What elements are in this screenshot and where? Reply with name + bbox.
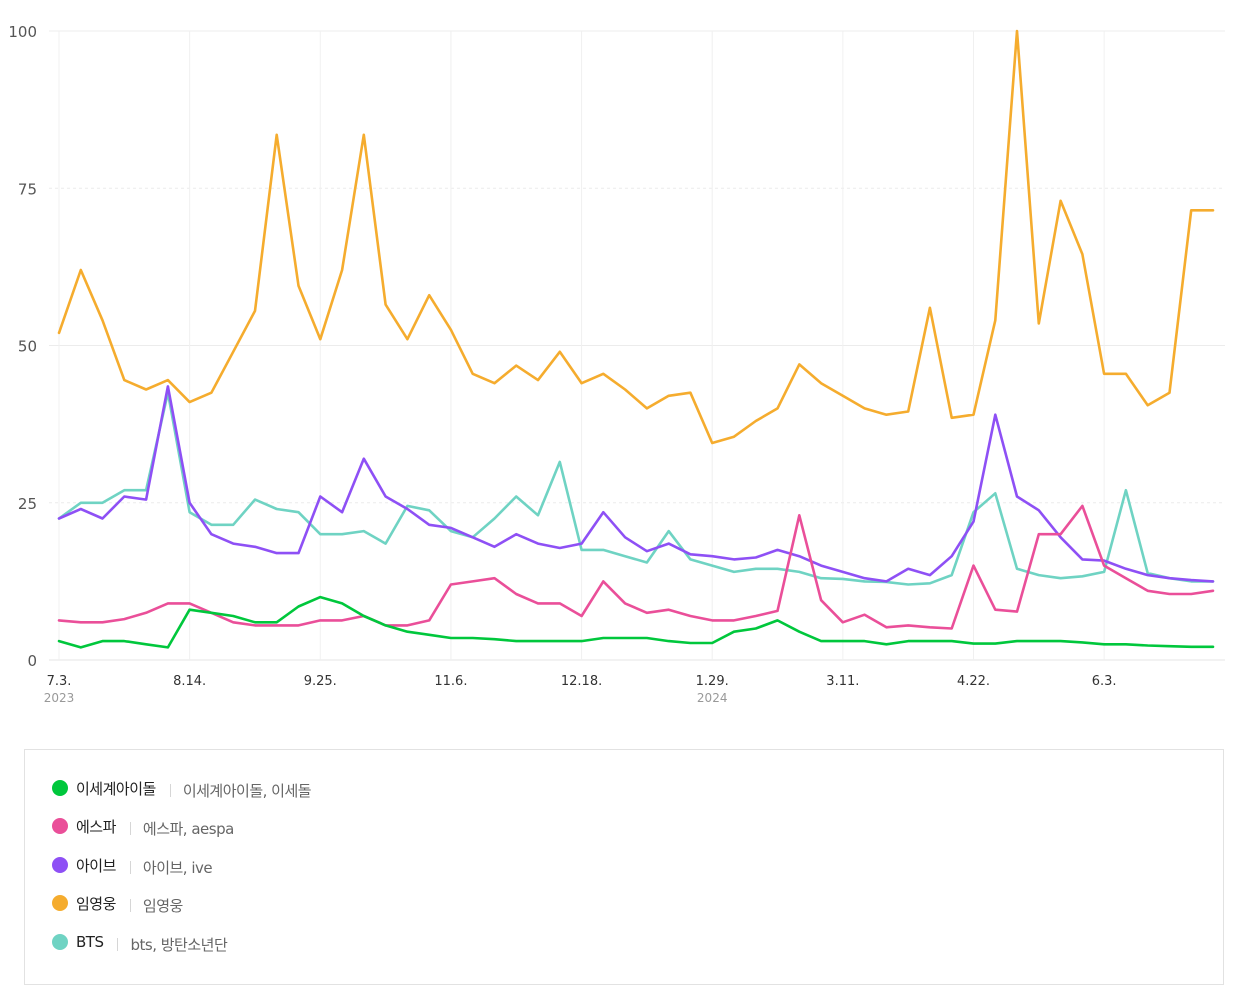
legend-separator: [169, 783, 171, 797]
series-line-3: [57, 29, 1215, 445]
legend-keywords: 임영웅: [142, 896, 183, 915]
y-tick-label: 25: [18, 495, 37, 513]
legend-separator: [117, 937, 119, 951]
x-tick-label: 4.22.: [957, 674, 990, 689]
legend-color-dot: [52, 857, 68, 873]
legend-color-dot: [52, 934, 68, 950]
legend-separator: [129, 821, 131, 835]
legend-separator: [129, 898, 131, 912]
legend-item-3[interactable]: 임영웅 임영웅: [52, 891, 183, 915]
x-tick-label: 1.29.: [696, 674, 729, 689]
x-year-label: 2023: [44, 691, 75, 705]
x-tick-label: 9.25.: [304, 674, 337, 689]
x-tick-label: 3.11.: [826, 674, 859, 689]
legend-keywords: 아이브, ive: [142, 858, 213, 877]
series-line-4: [57, 391, 1215, 586]
legend-keywords: bts, 방탄소년단: [130, 935, 228, 954]
chart-legend: 이세계아이돌 이세계아이돌, 이세돌 에스파 에스파, aespa 아이브 아이…: [24, 749, 1224, 985]
chart-grid: [49, 30, 1225, 661]
legend-name: BTS: [76, 933, 104, 951]
y-tick-label: 75: [18, 180, 37, 198]
legend-separator: [129, 860, 131, 874]
chart-series: [57, 29, 1215, 649]
x-tick-label: 12.18.: [561, 674, 602, 689]
legend-name: 아이브: [76, 856, 116, 875]
series-line-2: [57, 385, 1215, 583]
y-tick-label: 0: [27, 652, 37, 670]
x-axis: 7.3. 2023 8.14. 9.25. 11.6. 12.18. 1.29. 2024 3.…: [44, 674, 1117, 705]
legend-color-dot: [52, 818, 68, 834]
legend-name: 임영웅: [76, 894, 116, 913]
legend-name: 에스파: [76, 817, 116, 836]
legend-keywords: 이세계아이돌, 이세돌: [182, 781, 312, 800]
legend-name: 이세계아이돌: [76, 779, 156, 798]
legend-item-0[interactable]: 이세계아이돌 이세계아이돌, 이세돌: [52, 776, 312, 800]
series-line-0: [57, 595, 1215, 649]
legend-item-4[interactable]: BTS bts, 방탄소년단: [52, 930, 228, 954]
x-tick-label: 6.3.: [1092, 674, 1117, 689]
legend-color-dot: [52, 780, 68, 796]
x-tick-label: 8.14.: [173, 674, 206, 689]
x-tick-label: 7.3.: [47, 674, 72, 689]
legend-item-2[interactable]: 아이브 아이브, ive: [52, 853, 213, 877]
legend-item-1[interactable]: 에스파 에스파, aespa: [52, 814, 234, 838]
legend-keywords: 에스파, aespa: [142, 819, 234, 838]
y-tick-label: 50: [18, 338, 37, 356]
y-tick-label: 100: [8, 23, 37, 41]
x-year-label: 2024: [697, 691, 728, 705]
x-tick-label: 11.6.: [434, 674, 467, 689]
legend-color-dot: [52, 895, 68, 911]
series-line-1: [57, 504, 1215, 630]
line-chart: 0 25 50 75 100 7.3. 2023 8.14. 9.25. 11.6. 12.18.…: [8, 23, 1225, 705]
y-axis: 0 25 50 75 100: [8, 23, 37, 670]
